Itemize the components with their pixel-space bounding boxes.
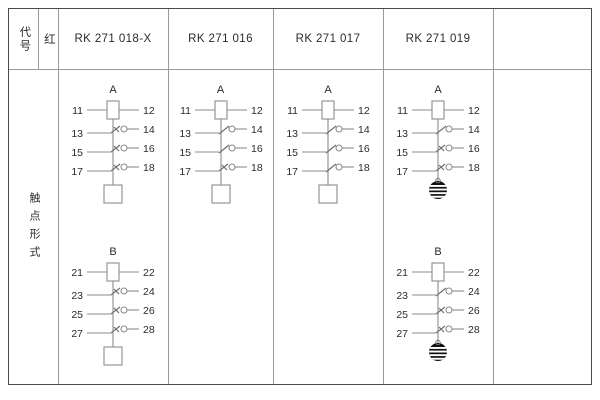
svg-text:18: 18 [358,162,370,174]
contact-group-a: A 11 12 13 14 15 16 17 18 [58,84,168,214]
contact-group-title: B [434,246,442,258]
contact-group-schematic: 11 12 13 14 15 16 17 18 [179,100,263,204]
diagram-cell-blank [493,70,591,385]
svg-text:15: 15 [396,147,408,159]
header-color-cell: 红 [38,9,58,69]
svg-text:16: 16 [358,143,370,155]
svg-text:23: 23 [71,290,83,302]
header-code-cell: 代号 [9,9,38,69]
svg-text:13: 13 [286,128,298,140]
header-part-4: RK 271 019 [405,33,471,45]
svg-text:17: 17 [286,166,298,178]
grid-vline-4 [383,9,384,384]
svg-text:13: 13 [71,128,83,140]
svg-text:17: 17 [396,166,408,178]
contact-group-schematic: 11 12 13 14 15 16 17 18 [286,100,370,204]
svg-text:24: 24 [143,286,155,298]
row-label-text: 触点形式 [28,191,41,264]
grid-vline-1 [58,9,59,384]
row-label-contact-form: 触点形式 [9,70,58,385]
contact-group-a: A 11 12 13 14 15 16 17 18 [168,84,273,214]
svg-text:17: 17 [179,166,191,178]
grid-vline-color [38,9,39,69]
svg-text:15: 15 [286,147,298,159]
contact-group-b: B 21 22 23 24 25 26 27 28 [58,246,168,376]
svg-text:25: 25 [396,309,408,321]
contact-group-a: A 11 12 13 14 15 16 17 18 [273,84,383,214]
header-part-3: RK 271 017 [295,33,361,45]
diagram-cell-rk271017: A 11 12 13 14 15 16 17 18 [273,70,383,385]
grid-hline-header [9,69,591,70]
contact-group-schematic: 21 22 23 24 25 26 27 28 [71,262,155,366]
svg-text:12: 12 [468,105,480,117]
header-blank [493,9,591,69]
svg-text:14: 14 [251,124,263,136]
svg-text:13: 13 [179,128,191,140]
grid-vline-2 [168,9,169,384]
svg-text:13: 13 [396,128,408,140]
contact-group-title: A [216,84,225,96]
header-color-label: 红 [42,33,55,45]
contact-group-b: B 21 22 23 24 25 26 27 28 [383,246,493,376]
svg-text:21: 21 [396,267,408,279]
svg-text:12: 12 [143,105,155,117]
svg-text:16: 16 [143,143,155,155]
svg-text:22: 22 [468,267,480,279]
contact-group-a: A 11 12 13 14 15 16 17 18 [383,84,493,214]
header-part-1: RK 271 018-X [74,33,152,45]
svg-text:18: 18 [251,162,263,174]
contact-group-title: A [109,84,117,96]
contact-group-title: A [324,84,332,96]
svg-text:14: 14 [468,124,480,136]
svg-text:28: 28 [143,324,155,336]
svg-text:27: 27 [396,328,408,340]
svg-text:21: 21 [71,267,83,279]
contact-group-schematic: 11 12 13 14 15 16 17 18 [71,100,155,204]
svg-text:15: 15 [179,147,191,159]
svg-text:18: 18 [468,162,480,174]
grid-vline-5 [493,9,494,384]
svg-text:12: 12 [358,105,370,117]
contact-group-title: A [434,84,442,96]
svg-text:23: 23 [396,290,408,302]
svg-text:16: 16 [468,143,480,155]
svg-text:11: 11 [287,105,298,117]
svg-text:16: 16 [251,143,263,155]
svg-text:18: 18 [143,162,155,174]
svg-text:17: 17 [71,166,83,178]
svg-text:22: 22 [143,267,155,279]
svg-text:25: 25 [71,309,83,321]
svg-text:12: 12 [251,105,263,117]
diagram-cell-rk271018x: A 11 12 13 14 15 16 17 18 B 21 22 23 24 25 26 27 28 [58,70,168,385]
contact-group-title: B [109,246,117,258]
svg-text:11: 11 [72,105,83,117]
contact-group-schematic: 11 12 13 14 15 16 17 18 [396,100,480,199]
svg-text:11: 11 [180,105,191,117]
grid-vline-3 [273,9,274,384]
contact-form-table: 代号 红 RK 271 018-X RK 271 016 RK 271 017 … [8,8,592,385]
svg-text:26: 26 [143,305,155,317]
svg-text:27: 27 [71,328,83,340]
svg-text:28: 28 [468,324,480,336]
svg-text:14: 14 [358,124,370,136]
contact-group-schematic: 21 22 23 24 25 26 27 28 [396,262,480,361]
svg-text:11: 11 [397,105,408,117]
diagram-cell-rk271019: A 11 12 13 14 15 16 17 18 B 21 22 23 24 25 26 27 28 [383,70,493,385]
svg-text:26: 26 [468,305,480,317]
header-part-2: RK 271 016 [188,33,253,45]
svg-text:15: 15 [71,147,83,159]
svg-text:14: 14 [143,124,155,136]
diagram-cell-rk271016: A 11 12 13 14 15 16 17 18 [168,70,273,385]
svg-text:24: 24 [468,286,480,298]
header-code-label: 代号 [18,25,31,53]
